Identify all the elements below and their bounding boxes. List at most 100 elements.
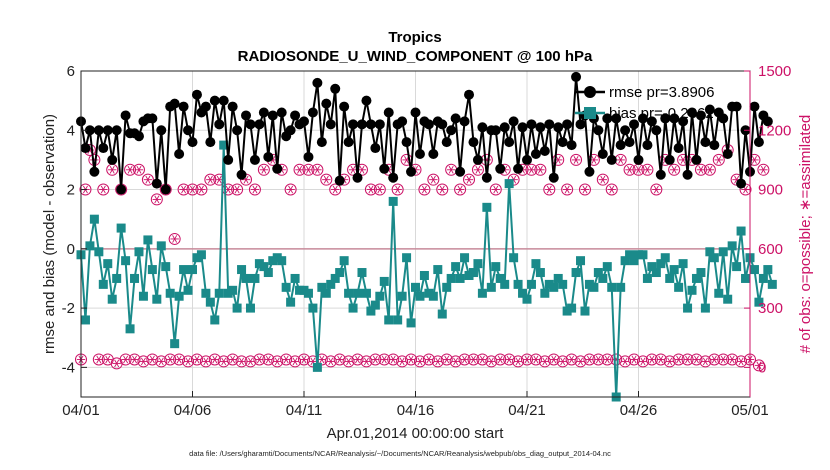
rmse-point <box>263 151 274 162</box>
rmse-point <box>339 101 350 112</box>
bias-point <box>504 179 514 189</box>
obs-assimilated-point <box>598 175 608 184</box>
bias-point <box>620 256 630 266</box>
obs-assimilated-point <box>281 355 291 364</box>
obs-assimilated-point <box>250 185 260 194</box>
bias-point <box>152 294 162 304</box>
bias-point <box>147 265 157 275</box>
obs-assimilated-point <box>375 185 385 194</box>
rmse-point <box>673 143 684 154</box>
obs-assimilated-point <box>326 357 335 366</box>
rmse-point <box>731 101 742 112</box>
rmse-point <box>254 119 265 130</box>
rmse-point <box>624 137 635 148</box>
bias-point <box>553 273 563 283</box>
bias-point <box>210 315 220 325</box>
bias-point <box>674 282 684 292</box>
obs-assimilated-point <box>451 357 460 366</box>
rmse-point <box>464 89 475 100</box>
bias-point <box>384 315 394 325</box>
obs-assimilated-point <box>576 357 585 366</box>
obs-assimilated-point <box>259 165 269 174</box>
obs-assimilated-point <box>157 357 166 366</box>
rmse-point <box>526 119 537 130</box>
obs-assimilated-point <box>603 355 612 364</box>
bias-point <box>406 318 416 328</box>
bias-point <box>205 297 215 307</box>
rmse-point <box>678 116 689 127</box>
bias-point <box>397 291 407 301</box>
rmse-point <box>276 107 287 118</box>
rmse-point <box>183 125 194 136</box>
obs-assimilated-point <box>478 355 487 364</box>
obs-assimilated-point <box>313 165 322 174</box>
rmse-point <box>553 122 564 133</box>
bias-point <box>602 262 612 272</box>
rmse-point <box>691 154 702 165</box>
obs-possible-point <box>752 359 765 372</box>
obs-possible-point <box>79 183 92 196</box>
legend: rmse pr=3.8906 bias pr=-0.2362 <box>575 84 714 122</box>
rmse-point <box>620 125 631 136</box>
bias-point <box>201 288 211 298</box>
obs-possible-point <box>351 353 364 366</box>
rmse-point <box>522 154 532 165</box>
bias-point <box>174 291 184 301</box>
rmse-point <box>669 113 680 124</box>
obs-assimilated-point <box>696 165 706 174</box>
bias-point <box>678 259 688 269</box>
rmse-point <box>325 119 336 130</box>
bias-point <box>607 282 617 292</box>
obs-assimilated-point <box>415 357 425 366</box>
bias-point <box>317 282 327 292</box>
obs-assimilated-point <box>567 355 576 364</box>
obs-possible-point <box>489 183 502 196</box>
obs-assimilated-point <box>585 355 594 364</box>
bias-point <box>411 282 420 292</box>
obs-assimilated-point <box>433 357 442 366</box>
obs-assimilated-point <box>652 185 661 194</box>
bias-point <box>486 282 496 292</box>
rmse-point <box>437 119 448 130</box>
y-right-tick-label: 600 <box>758 241 783 258</box>
rmse-point <box>365 119 376 130</box>
rmse-point <box>504 137 515 148</box>
rmse-point <box>227 101 238 112</box>
y-left-tick-label: 0 <box>67 241 75 258</box>
bias-point <box>156 241 166 251</box>
rmse-point <box>209 95 220 106</box>
obs-assimilated-point <box>290 357 300 366</box>
obs-assimilated-point <box>446 165 456 174</box>
rmse-point <box>232 125 243 136</box>
obs-assimilated-point <box>201 357 211 366</box>
obs-possible-point <box>257 163 270 176</box>
y-left-tick-label: -4 <box>62 359 75 376</box>
bias-point <box>451 262 461 272</box>
rmse-point <box>214 119 225 130</box>
bias-point <box>727 241 737 251</box>
obs-possible-point <box>418 183 431 196</box>
obs-assimilated-point <box>438 185 447 194</box>
obs-possible-point <box>454 183 467 196</box>
obs-possible-point <box>485 355 498 368</box>
rmse-point <box>709 140 720 151</box>
obs-assimilated-point <box>643 165 652 174</box>
bias-point <box>518 288 528 298</box>
obs-possible-point <box>578 183 591 196</box>
obs-possible-point <box>543 183 556 196</box>
obs-assimilated-point <box>393 185 402 194</box>
bias-point <box>228 285 238 295</box>
rmse-point <box>236 169 247 180</box>
rmse-point <box>249 154 260 165</box>
obs-assimilated-point <box>322 175 331 184</box>
bias-series <box>76 140 777 402</box>
obs-assimilated-point <box>683 355 692 364</box>
bias-point <box>509 253 519 263</box>
bias-point <box>179 265 189 275</box>
obs-assimilated-point <box>625 165 634 174</box>
obs-assimilated-point <box>504 355 514 364</box>
y-right-tick-label: 1200 <box>758 122 791 139</box>
obs-assimilated-point <box>246 357 255 366</box>
bias-point <box>593 268 603 278</box>
